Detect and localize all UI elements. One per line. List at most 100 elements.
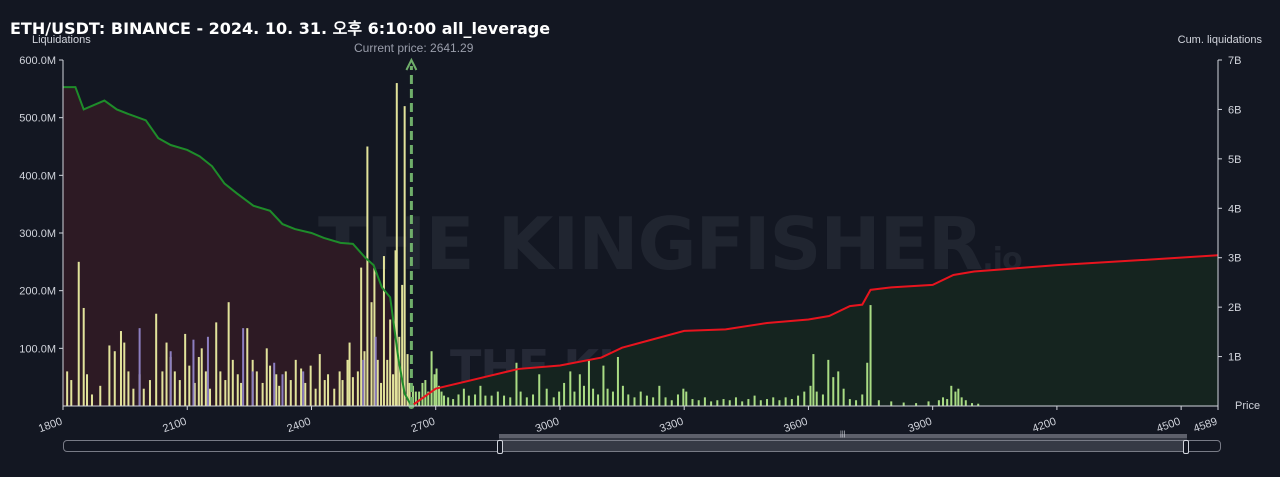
liq-bar-short bbox=[427, 391, 430, 406]
liq-bar-long bbox=[188, 365, 191, 406]
liq-bar-short bbox=[515, 362, 518, 406]
liq-bar-long bbox=[70, 380, 73, 406]
liq-bar-long bbox=[366, 146, 369, 406]
liq-bar-short bbox=[452, 399, 455, 406]
x-tick-label: 4200 bbox=[1031, 416, 1058, 436]
liq-bar-long bbox=[142, 388, 145, 406]
cum-long-line bbox=[63, 86, 413, 407]
range-handle-right[interactable] bbox=[1183, 440, 1189, 454]
liq-bar-short bbox=[937, 400, 940, 406]
liq-bar-short bbox=[691, 399, 694, 406]
liq-bar-short bbox=[435, 368, 438, 406]
liq-bar-short bbox=[809, 385, 812, 406]
liq-bar-short bbox=[462, 388, 465, 406]
liq-bar-long bbox=[318, 354, 321, 406]
grip-icon[interactable]: ||| bbox=[840, 431, 846, 438]
liq-bar-long bbox=[77, 261, 80, 406]
liq-bar-long-alt bbox=[169, 351, 172, 406]
liq-bar-short bbox=[424, 380, 427, 406]
liq-bar-short bbox=[950, 385, 953, 406]
liq-bar-long bbox=[300, 368, 303, 406]
liq-bar-long bbox=[363, 351, 366, 406]
liq-bar-short bbox=[616, 356, 619, 406]
y-left-tick-label: 600.0M bbox=[19, 55, 56, 67]
liq-bar-short bbox=[682, 388, 685, 406]
liq-bar-short bbox=[877, 400, 880, 406]
liq-bar-long bbox=[165, 342, 168, 406]
liq-bar-short bbox=[734, 397, 737, 406]
y-right-tick-label: 3B bbox=[1228, 253, 1241, 265]
liq-bar-long bbox=[341, 380, 344, 406]
liq-bar-long bbox=[278, 385, 281, 406]
current-price-label: Current price: 2641.29 bbox=[354, 41, 474, 55]
liq-bar-short bbox=[902, 402, 905, 406]
liq-bar-long bbox=[99, 385, 102, 406]
liq-bar-short bbox=[821, 394, 824, 406]
liq-bar-long bbox=[370, 302, 373, 406]
range-handle-left[interactable] bbox=[497, 440, 503, 454]
liq-bar-short bbox=[602, 365, 605, 406]
liq-bar-short bbox=[633, 397, 636, 406]
liq-bar-long bbox=[333, 388, 336, 406]
x-tick-label: 2400 bbox=[285, 416, 312, 436]
liq-bar-long bbox=[66, 371, 69, 406]
liq-bar-long bbox=[215, 322, 218, 406]
liq-bar-long bbox=[351, 377, 354, 406]
liq-bar-long bbox=[401, 284, 404, 406]
range-scrollbar-thumb[interactable] bbox=[499, 434, 1187, 452]
y-left-tick-label: 100.0M bbox=[19, 343, 56, 355]
liq-bar-long bbox=[108, 345, 111, 406]
liq-bar-short bbox=[573, 391, 576, 406]
liq-bar-long bbox=[382, 256, 385, 406]
liq-bar-long bbox=[90, 394, 93, 406]
liq-bar-short bbox=[759, 400, 762, 406]
liq-bar-long-alt bbox=[138, 328, 141, 406]
x-tick-label: 1800 bbox=[37, 416, 64, 436]
liq-bar-long bbox=[255, 371, 258, 406]
liq-bar-long bbox=[148, 380, 151, 406]
liq-bar-short bbox=[703, 397, 706, 406]
liq-bar-short bbox=[728, 400, 731, 406]
liq-bar-short bbox=[784, 397, 787, 406]
liq-bar-long bbox=[236, 374, 239, 406]
liq-bar-short bbox=[685, 391, 688, 406]
liq-bar-long bbox=[184, 333, 187, 406]
liq-bar-long bbox=[240, 382, 243, 406]
liq-bar-short bbox=[611, 391, 614, 406]
liq-bar-short bbox=[722, 399, 725, 406]
liq-bar-short bbox=[552, 397, 555, 406]
liq-bar-long bbox=[82, 307, 85, 406]
liq-bar-long bbox=[389, 319, 392, 406]
cum-short-line bbox=[410, 254, 1219, 407]
liq-bar-long bbox=[161, 371, 164, 406]
y-right-tick-label: 6B bbox=[1228, 104, 1241, 116]
liq-bar-short bbox=[670, 400, 673, 406]
liq-bar-short bbox=[421, 382, 424, 406]
liq-bar-short bbox=[569, 371, 572, 406]
liq-bar-long bbox=[323, 380, 326, 406]
liq-bar-short bbox=[797, 395, 800, 406]
liq-bar-short bbox=[815, 391, 818, 406]
x-tick-label: 2700 bbox=[410, 416, 437, 436]
liq-bar-long bbox=[346, 359, 349, 406]
liq-bar-short bbox=[848, 399, 851, 406]
liq-bar-short bbox=[664, 397, 667, 406]
liq-bar-short bbox=[652, 397, 655, 406]
liq-bar-long bbox=[200, 348, 203, 406]
liq-bar-long bbox=[231, 359, 234, 406]
liq-bar-long bbox=[209, 388, 212, 406]
liq-bar-long bbox=[269, 365, 272, 406]
liq-bar-long-alt bbox=[242, 328, 245, 406]
liq-bar-short bbox=[747, 399, 750, 406]
range-scrollbar[interactable]: ||| bbox=[63, 431, 1221, 454]
liq-bar-long bbox=[113, 351, 116, 406]
liq-bar-short bbox=[440, 391, 443, 406]
y-right-tick-label: 2B bbox=[1228, 302, 1241, 314]
liq-bar-long bbox=[275, 374, 278, 406]
liq-bar-short bbox=[474, 394, 477, 406]
liq-bar-long bbox=[348, 342, 351, 406]
liq-bar-long bbox=[398, 336, 401, 406]
liq-bar-long bbox=[376, 359, 379, 406]
liq-bar-short bbox=[710, 401, 713, 406]
liq-bar-long-alt bbox=[192, 339, 195, 406]
